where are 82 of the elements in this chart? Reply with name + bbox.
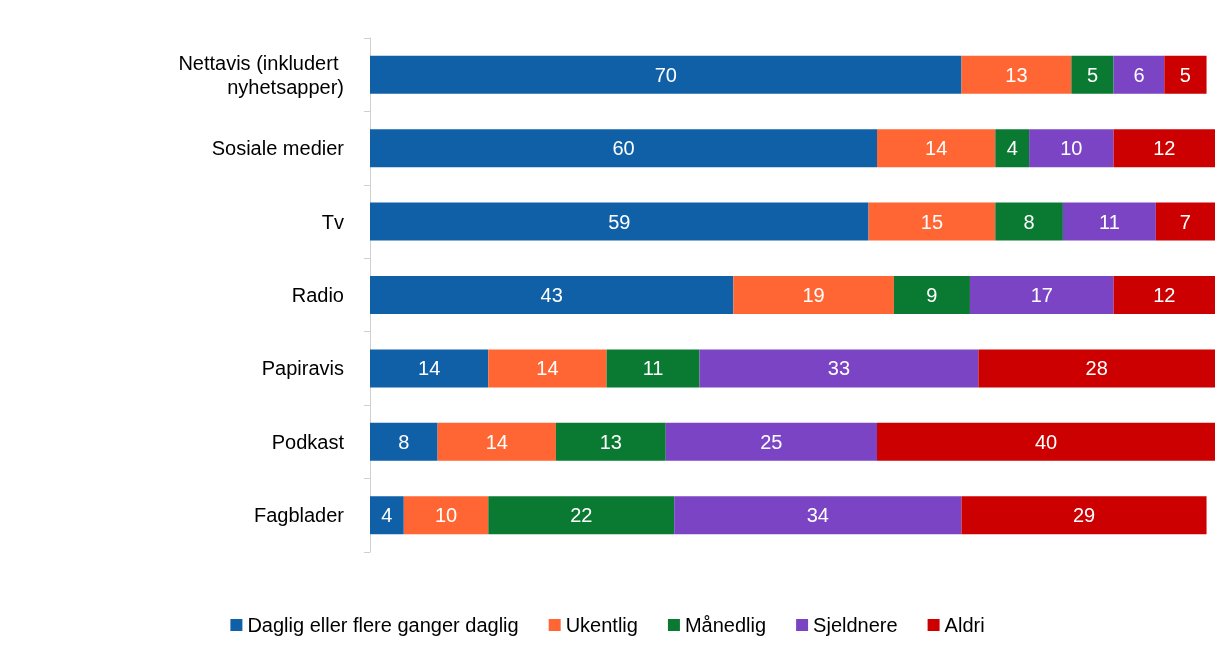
data-label: 40 — [1034, 430, 1058, 453]
bar — [877, 129, 996, 168]
data-label: 13 — [1005, 63, 1028, 86]
bar — [1155, 202, 1215, 241]
bar — [370, 55, 962, 94]
bar — [370, 129, 877, 168]
data-label: 4 — [1006, 137, 1018, 160]
bar — [370, 422, 438, 461]
legend-label: Aldri — [944, 614, 985, 636]
bar — [1113, 55, 1165, 94]
bar — [733, 276, 894, 314]
bar — [555, 422, 666, 461]
data-label: 29 — [1072, 504, 1096, 527]
data-label: 17 — [1030, 284, 1053, 306]
bar — [437, 422, 556, 461]
legend-label: Ukentlig — [565, 614, 638, 636]
bar — [674, 496, 962, 535]
legend-label: Sjeldnere — [813, 614, 898, 636]
bar — [699, 349, 979, 388]
data-label: 14 — [418, 357, 441, 380]
bar — [1071, 55, 1114, 94]
data-label: 15 — [920, 210, 944, 233]
data-label: 14 — [536, 357, 559, 380]
data-label: 9 — [926, 284, 938, 306]
data-label: 8 — [1023, 210, 1035, 233]
bar — [961, 55, 1072, 94]
data-label: 10 — [434, 504, 458, 527]
bar — [1164, 55, 1207, 94]
data-label: 70 — [654, 63, 677, 86]
data-label: 8 — [398, 430, 410, 453]
data-label: 4 — [381, 504, 393, 527]
bar — [488, 349, 607, 388]
bar — [969, 276, 1114, 314]
legend-label: Daglig eller flere ganger daglig — [247, 614, 519, 636]
bar — [403, 496, 489, 535]
bar — [1029, 129, 1114, 168]
data-label: 13 — [599, 430, 622, 453]
data-label: 60 — [612, 137, 635, 160]
data-label: 6 — [1133, 63, 1145, 86]
bar — [665, 422, 877, 461]
data-label: 11 — [1098, 210, 1120, 233]
y-tick-label: Tv — [321, 210, 344, 233]
data-label: 33 — [827, 357, 851, 380]
bar — [488, 496, 675, 535]
data-label: 43 — [540, 284, 563, 306]
data-label: 7 — [1179, 210, 1191, 233]
bar — [893, 276, 970, 314]
data-label: 11 — [642, 357, 664, 380]
y-tick-label: Papiravis — [261, 357, 344, 380]
bar — [1113, 276, 1215, 314]
data-label: 34 — [806, 504, 829, 527]
y-tick-label: Fagblader — [253, 504, 345, 527]
data-label: 12 — [1153, 137, 1176, 160]
bar — [370, 496, 404, 535]
y-tick-label: Podkast — [271, 430, 345, 453]
data-label: 25 — [760, 430, 783, 453]
bar — [978, 349, 1215, 388]
data-label: 19 — [802, 284, 825, 306]
bar — [868, 202, 996, 241]
data-label: 5 — [1179, 63, 1191, 86]
data-label: 12 — [1153, 284, 1176, 306]
bar — [370, 202, 869, 241]
bar — [995, 202, 1063, 241]
data-label: 14 — [925, 137, 948, 160]
legend-label: Månedlig — [684, 614, 767, 636]
data-label: 59 — [608, 210, 631, 233]
y-tick-label: Radio — [291, 284, 344, 306]
bar — [961, 496, 1207, 535]
data-label: 10 — [1060, 137, 1083, 160]
y-tick-label: Sosiale medier — [211, 137, 345, 160]
bar — [606, 349, 700, 388]
bar — [370, 276, 734, 314]
data-label: 28 — [1085, 357, 1108, 380]
y-tick-label: Nettavis (inkludert nyhetsapper) — [178, 51, 344, 98]
bar — [877, 422, 1215, 461]
data-label: 22 — [570, 504, 593, 527]
bar — [1062, 202, 1156, 241]
data-label: 5 — [1086, 63, 1099, 86]
bar — [1113, 129, 1215, 168]
bar — [370, 349, 489, 388]
data-label: 14 — [485, 430, 508, 453]
bar — [995, 129, 1030, 168]
